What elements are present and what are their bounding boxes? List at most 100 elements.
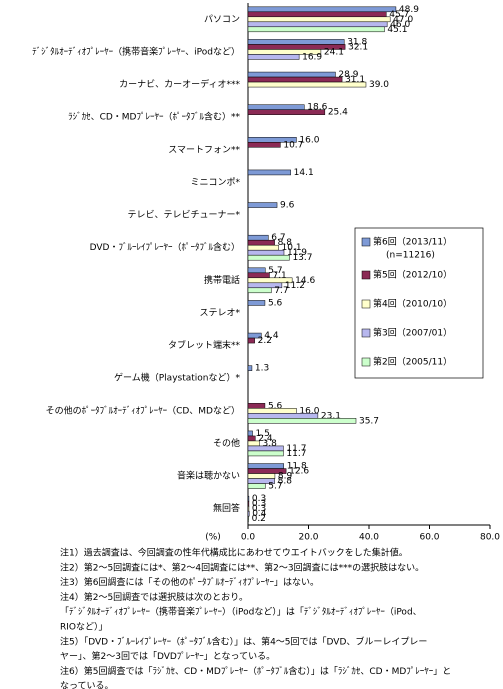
value-label: 11.8: [287, 462, 307, 472]
category-label: ゲーム機（Playstationなど）*: [114, 372, 240, 384]
value-label: 5.7: [268, 266, 282, 276]
x-tick-label: 20.0: [298, 533, 318, 543]
bar: [247, 500, 250, 507]
value-label: 12.6: [289, 467, 309, 477]
note: 「ﾃﾞｼﾞﾀﾙｵｰﾃﾞｨｵﾌﾟﾚｰﾔｰ（携帯音楽ﾌﾟﾚｰﾔｰ）（iPodなど）」…: [60, 606, 422, 618]
bar: [247, 21, 388, 28]
category-label: スマートフォン**: [168, 145, 240, 155]
value-label: 5.6: [268, 401, 283, 411]
x-tick-label: 0.0: [241, 533, 256, 543]
value-label: 10.1: [282, 243, 302, 253]
bar: [247, 202, 278, 208]
value-label: 10.7: [283, 140, 303, 150]
value-label: 23.1: [321, 411, 341, 421]
value-label: 16.9: [302, 52, 322, 62]
value-label: 1.3: [255, 364, 269, 374]
value-label: 45.7: [389, 10, 409, 20]
bar: [247, 287, 272, 294]
value-label: 28.9: [338, 70, 358, 80]
x-tick-label: 40.0: [359, 533, 379, 543]
value-label: 2.2: [258, 336, 272, 346]
value-label: 24.1: [324, 47, 344, 57]
value-label: 5.7: [268, 482, 282, 492]
x-axis-label: (%): [205, 533, 221, 543]
value-label: 11.7: [286, 444, 306, 454]
value-label: 45.1: [387, 25, 407, 35]
bar: [247, 463, 284, 469]
bar: [247, 39, 345, 45]
legend-swatch: [361, 237, 371, 247]
value-label: 16.0: [299, 406, 319, 416]
bar: [247, 440, 260, 447]
bar: [247, 76, 343, 83]
note: 注6）第5回調査では「ﾗｼﾞｶｾ、CD・MDﾌﾟﾚｰﾔｰ（ﾎﾟｰﾀﾌﾞﾙ含む）」…: [60, 665, 451, 677]
value-label: 3.8: [262, 439, 277, 449]
note: なっている。: [60, 681, 114, 689]
bar: [247, 239, 275, 246]
bar: [247, 403, 266, 409]
category-label: その他: [213, 437, 240, 449]
note: 注1）過去調査は、今回調査の性年代構成比にあわせてウエイトバックをした集計値。: [60, 547, 408, 559]
bar: [247, 244, 279, 251]
bar: [247, 81, 367, 88]
legend-label: 第4回（2010/10）: [373, 298, 452, 310]
category-label: ステレオ*: [199, 307, 240, 318]
bar: [247, 16, 391, 23]
value-label: 32.1: [348, 42, 368, 52]
value-label: 11.9: [287, 248, 307, 258]
bar: [247, 71, 336, 78]
legend-swatch: [361, 328, 371, 338]
legend-swatch: [361, 270, 371, 280]
value-label: 14.1: [294, 168, 314, 178]
value-label: 9.6: [280, 201, 295, 211]
category-label: 音楽は聴かない: [177, 470, 240, 482]
bar: [247, 450, 284, 457]
value-label: 0.3: [252, 504, 266, 514]
value-label: 18.6: [307, 103, 327, 113]
legend-box: [354, 227, 484, 379]
value-label: 5.6: [268, 298, 283, 308]
category-label: 携帯電話: [204, 274, 240, 286]
value-label: 0.3: [252, 494, 266, 504]
legend-swatch: [361, 357, 371, 367]
value-label: 8.8: [278, 477, 293, 487]
value-label: 16.0: [299, 135, 319, 145]
category-label: ﾗｼﾞｶｾ、CD・MDﾌﾟﾚｰﾔｰ（ﾎﾟｰﾀﾌﾞﾙ含む）**: [68, 111, 240, 123]
bar: [247, 169, 291, 176]
bar: [247, 515, 249, 522]
category-label: タブレット端末**: [168, 339, 241, 351]
value-label: 25.4: [328, 108, 348, 118]
value-label: 2.4: [258, 434, 273, 444]
bar: [247, 473, 276, 479]
bar: [247, 483, 266, 489]
value-label: 47.0: [393, 15, 413, 25]
category-label: テレビ、テレビチューナー*: [127, 210, 240, 221]
category-label: パソコン: [204, 14, 240, 25]
bar: [247, 249, 285, 256]
value-label: 48.9: [399, 5, 419, 15]
bar: [247, 272, 270, 279]
value-label: 31.8: [347, 37, 367, 47]
bar: [247, 408, 297, 414]
value-label: 14.6: [295, 276, 315, 286]
bar: [247, 142, 281, 148]
category-label: 無回答: [213, 502, 240, 514]
legend-label: 第6回（2013/11）: [373, 236, 452, 248]
value-label: 6.7: [271, 233, 285, 243]
bar: [247, 337, 255, 344]
bar: [247, 104, 305, 110]
bar: [247, 300, 266, 306]
bar: [247, 6, 397, 13]
value-label: 11.7: [286, 449, 306, 459]
note: 注4）第2～5回調査では選択肢は次のとおり。: [60, 591, 248, 603]
value-label: 8.9: [278, 472, 293, 482]
legend-label: 第3回（2007/01）: [373, 327, 452, 339]
bar: [247, 54, 300, 60]
bar: [247, 109, 326, 115]
bar: [247, 430, 253, 437]
bar: [247, 413, 319, 419]
note: 注5）「DVD・ﾌﾞﾙｰﾚｲﾌﾟﾚｰﾔｰ（ﾎﾟｰﾀﾌﾞﾙ含む）」は、第4～5回で…: [60, 635, 427, 647]
legend-label: 第2回（2005/11）: [373, 356, 452, 368]
value-label: 1.5: [256, 429, 270, 439]
